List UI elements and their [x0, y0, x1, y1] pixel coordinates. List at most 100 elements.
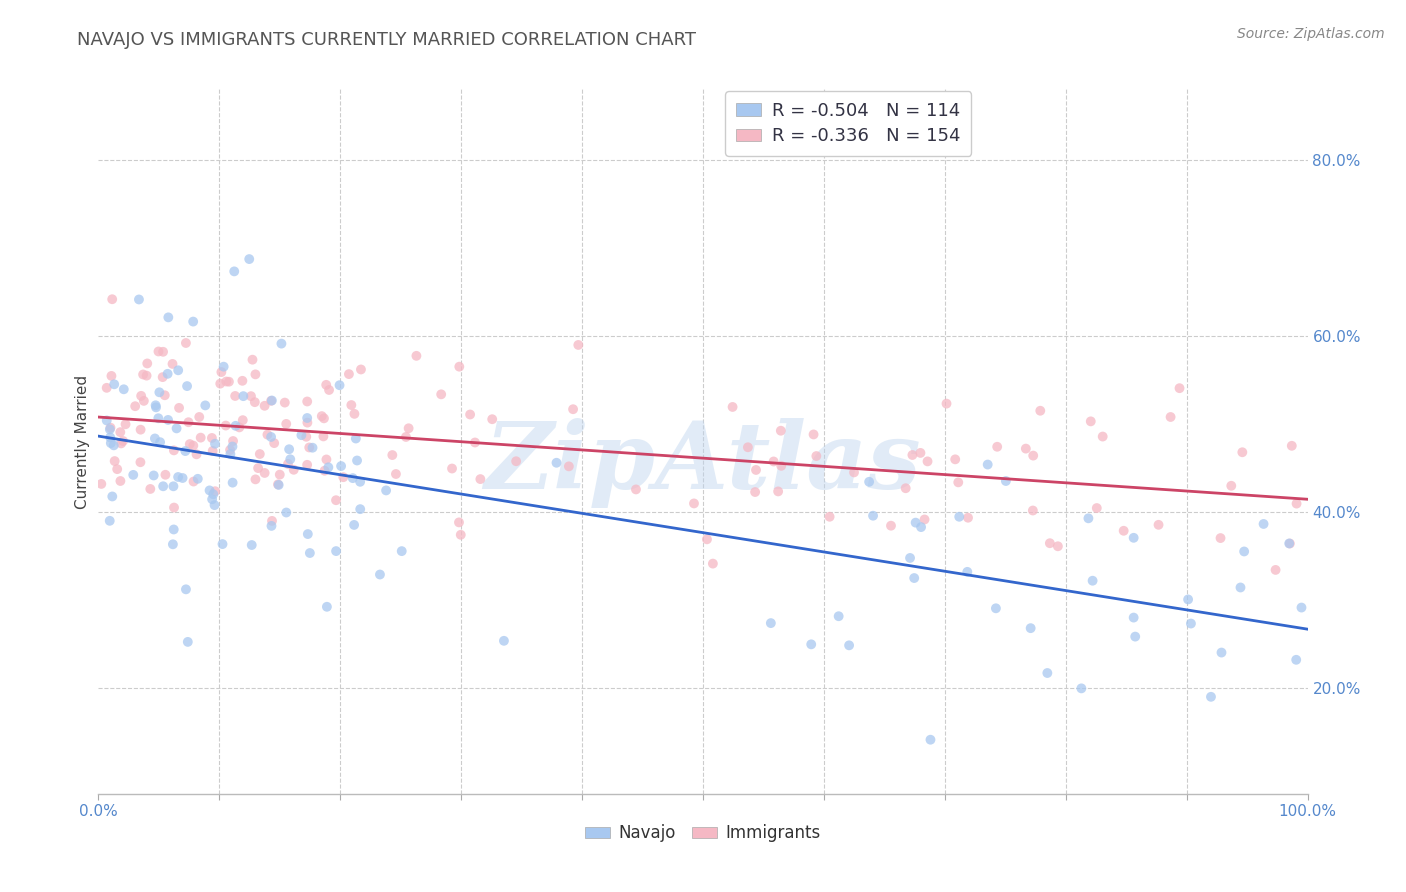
- Point: [1160, 409, 1182, 424]
- Text: ZipAtlas: ZipAtlas: [485, 417, 921, 508]
- Point: [391, 544, 413, 558]
- Point: [1123, 630, 1146, 644]
- Point: [202, 487, 225, 501]
- Point: [862, 508, 884, 523]
- Point: [349, 502, 371, 516]
- Point: [447, 516, 470, 530]
- Point: [176, 379, 198, 393]
- Point: [1081, 574, 1104, 588]
- Point: [269, 467, 291, 482]
- Point: [240, 538, 263, 552]
- Point: [986, 440, 1008, 454]
- Point: [368, 567, 391, 582]
- Point: [329, 378, 352, 392]
- Point: [122, 467, 145, 482]
- Point: [948, 475, 970, 490]
- Point: [243, 395, 266, 409]
- Point: [96, 381, 118, 395]
- Point: [1285, 497, 1308, 511]
- Point: [276, 506, 298, 520]
- Point: [157, 310, 180, 325]
- Y-axis label: Currently Married: Currently Married: [75, 375, 90, 508]
- Point: [129, 389, 152, 403]
- Point: [1291, 600, 1313, 615]
- Point: [128, 293, 150, 307]
- Point: [232, 389, 254, 403]
- Point: [1281, 439, 1303, 453]
- Point: [238, 252, 260, 266]
- Point: [167, 401, 190, 415]
- Point: [148, 344, 170, 359]
- Point: [737, 440, 759, 454]
- Point: [838, 638, 860, 652]
- Point: [340, 398, 363, 412]
- Point: [124, 399, 146, 413]
- Point: [162, 537, 184, 551]
- Point: [167, 363, 190, 377]
- Point: [152, 344, 174, 359]
- Point: [247, 461, 270, 475]
- Point: [267, 477, 290, 491]
- Point: [1220, 479, 1243, 493]
- Point: [903, 571, 925, 585]
- Point: [1036, 665, 1059, 680]
- Point: [567, 338, 589, 352]
- Point: [278, 452, 301, 467]
- Point: [209, 365, 232, 379]
- Point: [145, 401, 167, 415]
- Point: [110, 425, 132, 439]
- Point: [201, 444, 224, 458]
- Point: [225, 418, 247, 433]
- Point: [231, 374, 253, 388]
- Point: [398, 421, 420, 435]
- Point: [245, 472, 267, 486]
- Point: [157, 413, 180, 427]
- Point: [1080, 414, 1102, 428]
- Point: [204, 498, 226, 512]
- Point: [505, 454, 527, 468]
- Point: [901, 448, 924, 462]
- Point: [1112, 524, 1135, 538]
- Point: [245, 368, 267, 382]
- Point: [350, 362, 373, 376]
- Point: [1168, 381, 1191, 395]
- Point: [346, 453, 368, 467]
- Point: [311, 409, 333, 423]
- Point: [253, 399, 276, 413]
- Point: [721, 400, 744, 414]
- Point: [1122, 610, 1144, 624]
- Point: [188, 409, 211, 424]
- Point: [1070, 681, 1092, 696]
- Point: [766, 484, 789, 499]
- Point: [910, 446, 932, 460]
- Point: [263, 436, 285, 450]
- Point: [298, 546, 321, 560]
- Point: [270, 336, 292, 351]
- Point: [948, 509, 970, 524]
- Point: [1253, 516, 1275, 531]
- Point: [215, 418, 238, 433]
- Point: [110, 474, 132, 488]
- Point: [100, 368, 122, 383]
- Point: [190, 431, 212, 445]
- Point: [1199, 690, 1222, 704]
- Point: [101, 292, 124, 306]
- Point: [295, 458, 318, 472]
- Point: [1019, 621, 1042, 635]
- Point: [943, 452, 966, 467]
- Point: [105, 462, 128, 476]
- Point: [297, 394, 319, 409]
- Point: [274, 395, 297, 409]
- Point: [209, 376, 232, 391]
- Point: [806, 449, 828, 463]
- Point: [183, 475, 205, 489]
- Point: [155, 467, 177, 482]
- Point: [910, 520, 932, 534]
- Point: [228, 420, 250, 434]
- Point: [312, 411, 335, 425]
- Point: [1278, 536, 1301, 550]
- Point: [744, 485, 766, 500]
- Point: [163, 443, 186, 458]
- Point: [295, 430, 318, 444]
- Point: [215, 375, 238, 389]
